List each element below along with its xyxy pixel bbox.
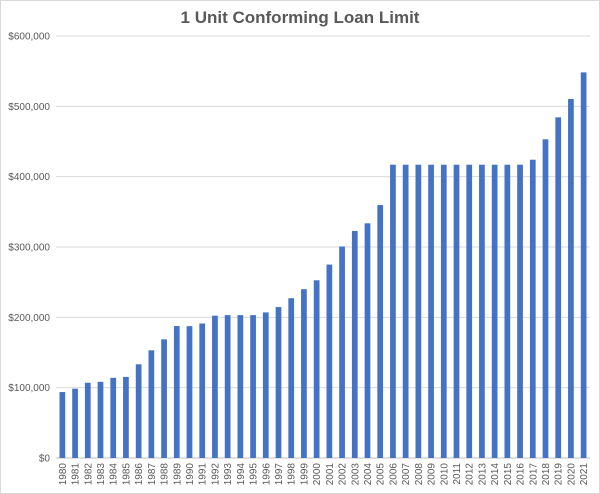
x-tick-label: 1997 bbox=[274, 463, 285, 486]
bar-1998 bbox=[288, 298, 295, 458]
bar-1988 bbox=[161, 339, 167, 458]
x-tick-label: 1991 bbox=[198, 463, 209, 486]
bar-1989 bbox=[173, 326, 180, 458]
x-tick-label: 2004 bbox=[363, 463, 374, 486]
bar-2021 bbox=[580, 72, 587, 459]
bar-2001 bbox=[326, 264, 333, 458]
x-tick-label: 2005 bbox=[376, 463, 387, 486]
x-tick-label: 1980 bbox=[58, 463, 69, 486]
x-tick-label: 1984 bbox=[109, 463, 120, 486]
bar-2009 bbox=[428, 164, 434, 458]
bar-2012 bbox=[466, 164, 473, 458]
bar-1987 bbox=[148, 350, 155, 458]
x-tick-label: 1995 bbox=[249, 463, 260, 486]
x-tick-label: 2021 bbox=[579, 463, 590, 486]
bar-1993 bbox=[224, 315, 231, 458]
y-tick-label: $0 bbox=[39, 454, 51, 465]
bar-2011 bbox=[453, 164, 460, 458]
bar-2000 bbox=[313, 280, 320, 458]
bar-1986 bbox=[135, 364, 142, 458]
x-tick-label: 1999 bbox=[299, 463, 310, 486]
chart-title: 1 Unit Conforming Loan Limit bbox=[180, 8, 420, 27]
y-tick-label: $100,000 bbox=[8, 383, 50, 394]
x-tick-label: 2001 bbox=[325, 463, 336, 486]
bar-1997 bbox=[275, 307, 282, 458]
x-tick-label: 1987 bbox=[147, 463, 158, 486]
x-tick-label: 2019 bbox=[554, 463, 565, 486]
x-tick-label: 1986 bbox=[134, 463, 145, 486]
bar-1980 bbox=[59, 392, 66, 458]
bar-2008 bbox=[415, 164, 422, 458]
bar-2020 bbox=[568, 99, 574, 458]
x-tick-label: 2014 bbox=[490, 463, 501, 486]
x-tick-label: 2018 bbox=[541, 463, 552, 486]
bar-1995 bbox=[250, 315, 256, 458]
y-axis-ticks: $0 $100,000 $200,000 $300,000 $400,000 $500,0… bbox=[8, 32, 50, 465]
x-tick-label: 2016 bbox=[516, 463, 527, 486]
x-tick-label: 1993 bbox=[223, 463, 234, 486]
bar-1991 bbox=[199, 323, 206, 458]
x-axis-ticks: 1980 1981 1982 1983 1984 1985 1986 1987 1988 1989… bbox=[58, 463, 590, 486]
gridlines bbox=[56, 35, 590, 459]
x-tick-label: 1982 bbox=[83, 463, 94, 486]
bar-1983 bbox=[97, 381, 104, 458]
bar-2017 bbox=[529, 159, 536, 458]
x-tick-label: 1988 bbox=[160, 463, 171, 486]
bar-2015 bbox=[504, 164, 511, 458]
x-tick-label: 1990 bbox=[185, 463, 196, 486]
y-tick-label: $200,000 bbox=[8, 313, 50, 324]
x-tick-label: 2013 bbox=[477, 463, 488, 486]
x-tick-label: 2003 bbox=[350, 463, 361, 486]
bar-1990 bbox=[186, 326, 193, 458]
x-tick-label: 2012 bbox=[465, 463, 476, 486]
x-tick-label: 1981 bbox=[71, 463, 82, 486]
bar-2004 bbox=[364, 223, 371, 458]
bars bbox=[59, 72, 587, 459]
x-tick-label: 2009 bbox=[427, 463, 438, 486]
y-tick-label: $300,000 bbox=[8, 243, 50, 254]
bar-1981 bbox=[72, 388, 78, 458]
bar-2006 bbox=[390, 164, 396, 458]
x-tick-label: 2011 bbox=[452, 463, 463, 485]
x-tick-label: 2006 bbox=[388, 463, 399, 486]
x-tick-label: 2008 bbox=[414, 463, 425, 486]
bar-2002 bbox=[339, 246, 345, 458]
bar-2013 bbox=[479, 164, 485, 458]
bar-1996 bbox=[262, 312, 269, 458]
bar-1982 bbox=[84, 382, 91, 458]
x-tick-label: 1996 bbox=[261, 463, 272, 486]
x-tick-label: 1985 bbox=[121, 463, 132, 486]
bar-1999 bbox=[301, 289, 307, 458]
bar-2014 bbox=[491, 164, 498, 458]
x-tick-label: 1998 bbox=[287, 463, 298, 486]
bar-1985 bbox=[123, 376, 129, 458]
bar-2019 bbox=[555, 117, 562, 458]
x-tick-label: 1989 bbox=[172, 463, 183, 486]
x-tick-label: 1983 bbox=[96, 463, 107, 486]
y-tick-label: $400,000 bbox=[8, 172, 50, 183]
x-tick-label: 2017 bbox=[528, 463, 539, 486]
x-tick-label: 2010 bbox=[439, 463, 450, 486]
x-tick-label: 2020 bbox=[566, 463, 577, 486]
bar-2016 bbox=[517, 164, 523, 458]
bar-2018 bbox=[542, 139, 549, 458]
bar-2003 bbox=[351, 231, 358, 458]
x-tick-label: 2000 bbox=[312, 463, 323, 486]
bar-1984 bbox=[110, 377, 117, 458]
y-tick-label: $600,000 bbox=[8, 32, 50, 43]
y-tick-label: $500,000 bbox=[8, 102, 50, 113]
bar-2007 bbox=[402, 164, 409, 458]
x-tick-label: 2015 bbox=[503, 463, 514, 486]
bar-2010 bbox=[440, 164, 447, 458]
x-tick-label: 2002 bbox=[338, 463, 349, 486]
bar-1992 bbox=[212, 315, 218, 458]
x-tick-label: 1992 bbox=[210, 463, 221, 486]
x-tick-label: 2007 bbox=[401, 463, 412, 486]
bar-2005 bbox=[377, 205, 384, 458]
bar-1994 bbox=[237, 315, 244, 458]
x-tick-label: 1994 bbox=[236, 463, 247, 486]
